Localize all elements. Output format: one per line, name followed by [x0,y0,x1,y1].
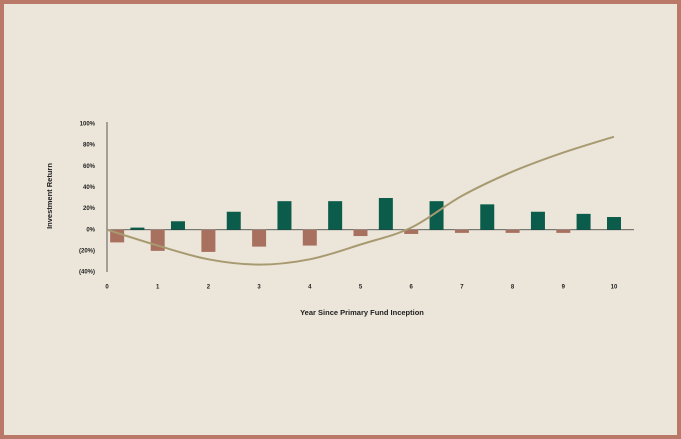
bar [505,229,520,233]
y-tick-label: 80% [83,143,96,149]
bar [110,229,125,243]
x-tick-label: 3 [257,285,261,291]
y-tick-label: 0% [86,227,95,233]
x-tick-label: 8 [511,285,515,291]
bar [607,217,621,230]
bar [454,229,469,233]
curve-line [106,135,615,266]
bar [328,201,343,230]
bar [252,229,267,247]
bar [277,201,292,230]
x-tick-label: 7 [460,285,464,291]
y-tick-label: 40% [83,185,96,191]
y-axis-title: Investment Return [45,163,54,229]
bar [378,198,393,230]
bar [576,213,591,230]
x-tick-label: 0 [105,285,109,291]
x-tick-label: 5 [359,285,363,291]
x-tick-label: 4 [308,285,312,291]
bar [530,211,545,230]
y-tick-label: 100% [80,122,96,128]
bar [226,211,241,230]
bar [353,229,368,237]
x-tick-label: 9 [562,285,566,291]
y-tick-label: 20% [83,206,96,212]
bar [302,229,317,246]
bar [130,227,145,230]
x-tick-label: 1 [156,285,160,291]
y-tick-label: 60% [83,164,96,170]
x-tick-label: 6 [410,285,414,291]
bar [170,221,185,230]
bar [404,229,419,234]
x-tick-label: 2 [207,285,211,291]
y-tick-label: (20%) [79,248,95,254]
bar [429,201,444,230]
bar [556,229,571,233]
bar [480,204,495,230]
bar [201,229,216,252]
y-tick-label: (40%) [79,270,95,276]
x-tick-label: 10 [611,285,618,291]
x-axis-title: Year Since Primary Fund Inception [300,308,424,317]
